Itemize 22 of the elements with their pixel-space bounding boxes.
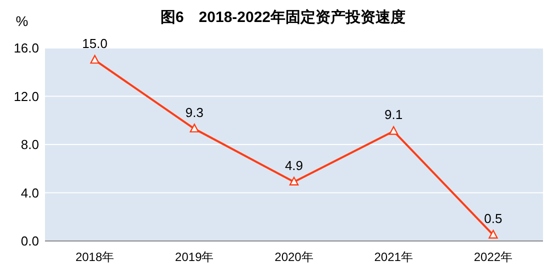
point: [190, 124, 199, 132]
y-tick-label: 0.0: [20, 234, 39, 248]
point: [488, 230, 498, 239]
y-axis-title: %: [16, 13, 28, 29]
data-label: 0.5: [484, 210, 502, 226]
y-tick-label: 4.0: [20, 185, 39, 200]
x-tick-label: 2021年: [374, 250, 413, 264]
data-label: 9.1: [384, 107, 403, 122]
data-label: 4.9: [284, 158, 304, 173]
x-tick-label: 2020年: [274, 250, 314, 264]
x-tick-label: 2022年: [474, 250, 513, 264]
y-tick-label: 16.0: [14, 40, 39, 56]
x-tick-label: 2019年: [175, 250, 214, 264]
point: [389, 126, 398, 135]
x-tick-label: 2018年: [75, 250, 114, 264]
data-label: 15.0: [82, 36, 108, 52]
point: [90, 54, 100, 64]
data-label: 9.3: [185, 104, 204, 120]
chart-title: 图6 2018-2022年固定资产投资速度: [160, 8, 406, 26]
point: [289, 176, 299, 186]
y-tick-label: 12.0: [14, 88, 39, 104]
y-tick-label: 8.0: [20, 137, 39, 152]
